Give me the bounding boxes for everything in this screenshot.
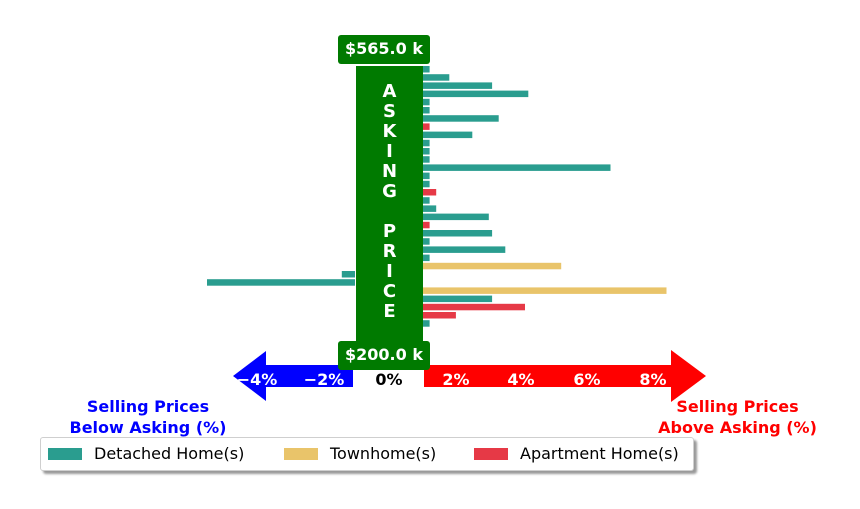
x-tick-label: 0%	[375, 370, 402, 389]
above-asking-line-2: Above Asking (%)	[658, 418, 817, 437]
asking-price-letter: K	[382, 121, 397, 142]
asking-price-letter: I	[386, 261, 393, 282]
legend-item-detached: Detached Home(s)	[48, 444, 244, 464]
bar-apartment	[423, 221, 430, 229]
asking-price-letter: G	[382, 181, 397, 202]
bar-detached	[423, 230, 493, 237]
bar-detached	[423, 164, 611, 171]
bar-detached	[423, 139, 430, 147]
bar-detached	[423, 238, 430, 245]
right-arrow	[424, 350, 706, 402]
above-asking-line-1: Selling Prices	[676, 397, 799, 416]
bar-detached	[423, 246, 506, 253]
x-tick-label: 2%	[442, 370, 469, 389]
below-asking-line-2: Below Asking (%)	[69, 418, 227, 437]
bars-layer	[207, 66, 667, 327]
bar-detached	[423, 74, 450, 81]
bar-detached	[423, 295, 493, 303]
legend-swatch-detached	[48, 448, 82, 460]
asking-price-letter: A	[382, 81, 397, 102]
bar-detached	[423, 107, 430, 114]
legend-swatch-townhome	[284, 448, 318, 460]
bar-detached	[423, 180, 430, 188]
bar-detached	[423, 172, 430, 180]
asking-price-letter: R	[382, 241, 397, 262]
x-tick-label: 6%	[573, 370, 600, 389]
bar-detached	[423, 90, 529, 98]
legend-label-townhome: Townhome(s)	[330, 444, 437, 463]
x-tick-label: −4%	[237, 370, 278, 389]
bar-detached	[423, 115, 499, 122]
bar-apartment	[423, 123, 430, 130]
bar-townhomes	[423, 287, 667, 294]
legend-label-apartment: Apartment Home(s)	[520, 444, 679, 463]
asking-price-letter: C	[382, 281, 397, 302]
asking-price-letter: P	[382, 221, 397, 242]
bar-detached	[423, 131, 473, 139]
bar-detached	[207, 279, 355, 286]
price-bottom-tag: $200.0 k	[338, 341, 430, 370]
bar-detached	[423, 148, 430, 155]
above-asking-label: Selling Prices Above Asking (%)	[650, 396, 825, 438]
bar-detached	[423, 156, 430, 163]
x-tick-label: −2%	[304, 370, 345, 389]
bar-detached	[423, 197, 430, 204]
bar-detached	[423, 254, 430, 262]
legend-swatch-apartment	[474, 448, 508, 460]
bar-detached	[423, 98, 430, 106]
asking-price-letter: I	[386, 141, 393, 162]
asking-price-letter: S	[383, 101, 396, 122]
legend-label-detached: Detached Home(s)	[94, 444, 245, 463]
legend-item-apartment: Apartment Home(s)	[474, 444, 679, 464]
bar-detached	[423, 82, 493, 89]
legend-item-townhome: Townhome(s)	[284, 444, 436, 464]
bar-apartment	[423, 312, 456, 319]
bar-detached	[423, 213, 489, 221]
asking-price-letter: N	[381, 161, 398, 182]
legend: Detached Home(s) Townhome(s) Apartment H…	[40, 437, 694, 471]
bar-detached	[423, 66, 430, 73]
bar-apartment	[423, 189, 437, 196]
asking-price-letter	[356, 202, 423, 222]
price-top-tag: $565.0 k	[338, 35, 430, 64]
bar-detached	[423, 205, 437, 212]
left-arrow	[233, 351, 353, 401]
below-asking-label: Selling Prices Below Asking (%)	[63, 396, 233, 438]
bar-detached	[341, 271, 355, 278]
x-tick-label: 8%	[639, 370, 666, 389]
bar-detached	[423, 320, 430, 327]
bar-apartment	[423, 303, 525, 311]
below-asking-line-1: Selling Prices	[86, 397, 210, 416]
x-tick-label: 4%	[507, 370, 534, 389]
bar-townhomes	[423, 262, 562, 270]
tick-labels: −4% −2% 0% 2% 4% 6% 8%	[237, 370, 667, 389]
asking-price-letter: E	[383, 301, 396, 322]
